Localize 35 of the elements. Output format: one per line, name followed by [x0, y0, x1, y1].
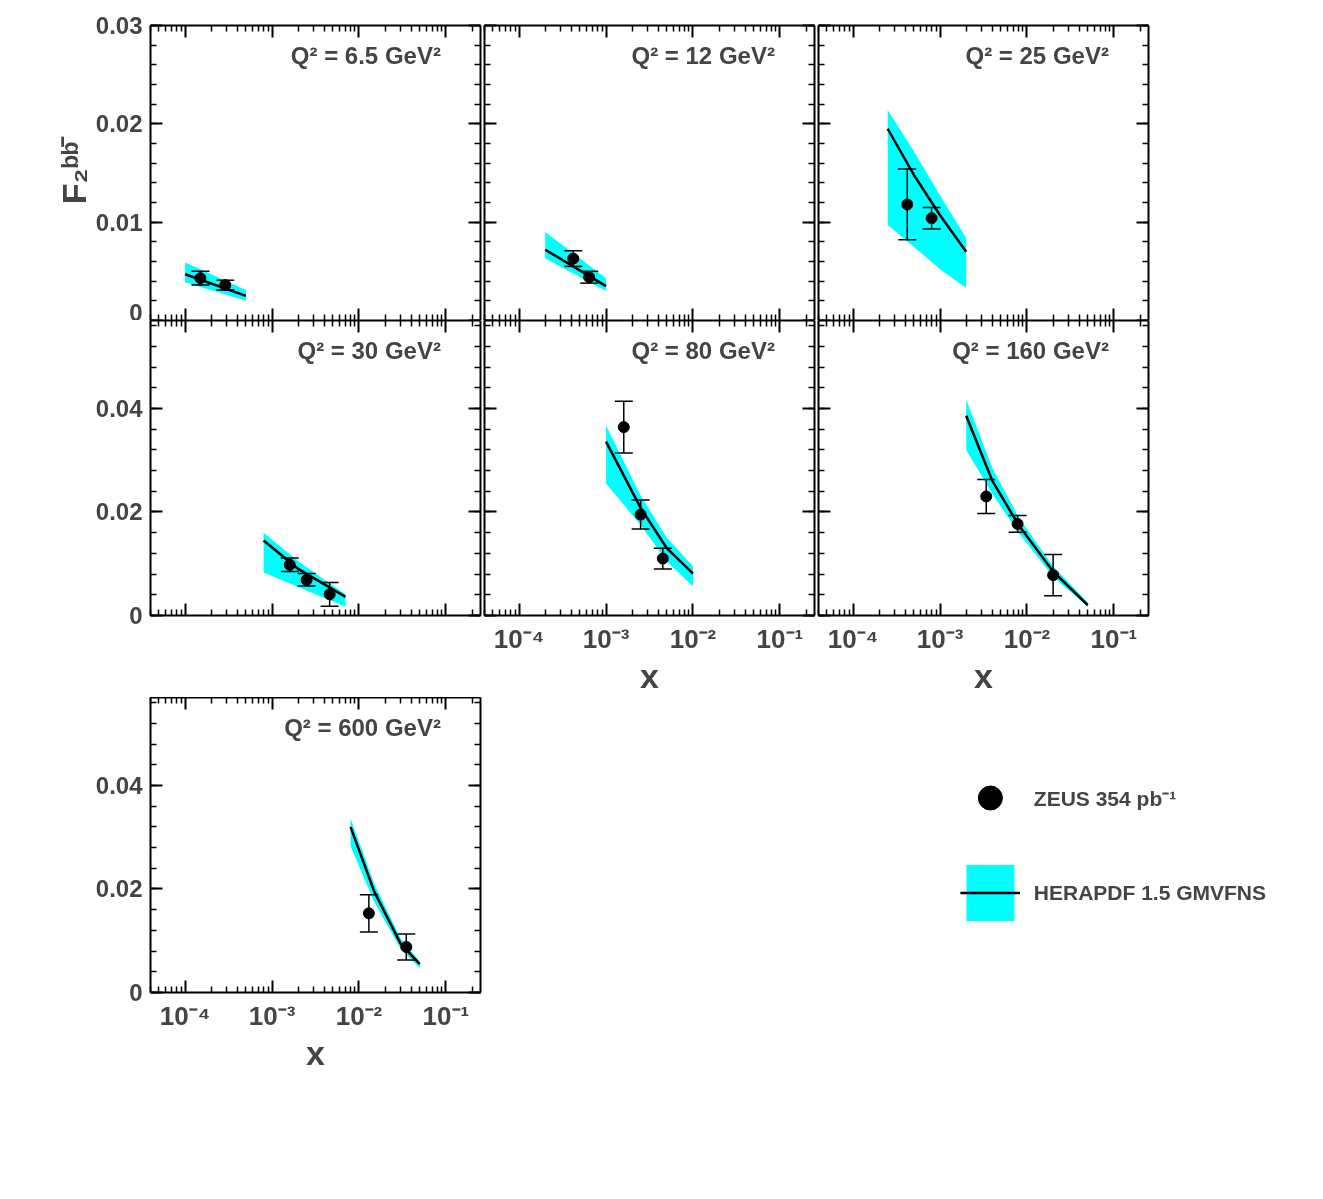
y-tick-label: 0.03: [95, 12, 143, 39]
y-tick-label: 0: [129, 298, 143, 326]
x-tick-label: 10⁻⁴: [493, 623, 545, 654]
text: Q² = 6.5 GeV²: [290, 41, 441, 69]
y-tick-label: 0.04: [95, 394, 144, 422]
y-axis-title: F₂ᵇᵇ̄: [54, 135, 93, 205]
x-tick-label: 10⁻¹: [1090, 623, 1138, 654]
x-tick-label: 10⁻²: [1003, 623, 1051, 654]
x-tick-label: 10⁻²: [669, 623, 717, 654]
text: Q² = 160 GeV²: [952, 336, 1109, 364]
legend-label: ZEUS 354 pb⁻¹: [1033, 785, 1177, 811]
text: Q² = 12 GeV²: [631, 41, 775, 69]
x-tick-label: 10⁻¹: [756, 623, 804, 654]
text: Q² = 80 GeV²: [631, 336, 775, 364]
x-axis-title: x: [306, 1033, 326, 1072]
y-tick-label: 0.02: [95, 498, 143, 526]
x-axis-title: x: [640, 656, 660, 695]
x-tick-label: 10⁻³: [248, 1000, 296, 1031]
x-axis-title: x: [974, 656, 994, 695]
x-tick-label: 10⁻⁴: [827, 623, 879, 654]
x-tick-label: 10⁻²: [335, 1000, 383, 1031]
text: Q² = 25 GeV²: [965, 41, 1109, 69]
y-tick-label: 0.01: [95, 208, 143, 236]
x-tick-label: 10⁻³: [916, 623, 964, 654]
text: Q² = 600 GeV²: [284, 713, 441, 741]
y-tick-label: 0: [129, 602, 143, 629]
legend-label: HERAPDF 1.5 GMVFNS: [1033, 880, 1267, 904]
y-tick-label: 0: [129, 979, 143, 1006]
x-tick-label: 10⁻³: [582, 623, 630, 654]
y-tick-label: 0.02: [95, 875, 143, 903]
y-tick-label: 0.04: [95, 771, 144, 799]
text: Q² = 30 GeV²: [297, 336, 441, 364]
x-tick-label: 10⁻⁴: [159, 1000, 211, 1031]
y-tick-label: 0.02: [95, 110, 143, 138]
x-tick-label: 10⁻¹: [422, 1000, 470, 1031]
